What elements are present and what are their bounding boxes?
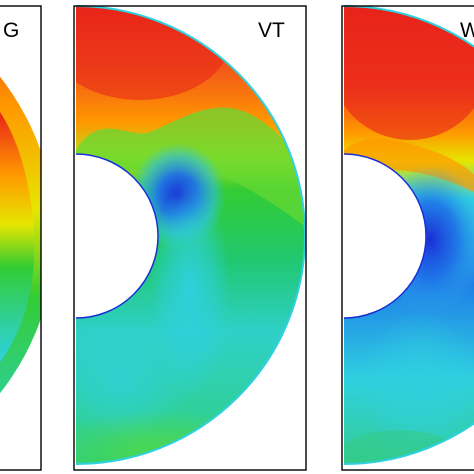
middle-panel-frame xyxy=(73,5,307,471)
panel-label-left: G xyxy=(3,19,19,42)
middle-lower-cyan xyxy=(76,320,190,440)
right-outer-edge xyxy=(343,5,474,465)
right-inner-edge xyxy=(343,153,427,319)
right-bottom-green xyxy=(344,430,460,464)
middle-outer-edge xyxy=(75,5,306,465)
panel-label-right: W xyxy=(460,19,474,42)
right-panel-frame xyxy=(341,5,474,471)
panel-middle: VT xyxy=(73,5,307,471)
panel-label-middle: VT xyxy=(258,19,285,42)
panel-right: W xyxy=(341,5,474,471)
left-panel-frame xyxy=(0,5,42,471)
right-blue-blob xyxy=(375,165,474,315)
panel-left: G xyxy=(0,5,42,471)
middle-inner-edge xyxy=(75,153,159,319)
left-outer-ring xyxy=(0,112,35,362)
right-orange-band xyxy=(344,138,474,195)
right-lower-cyan xyxy=(360,310,474,464)
